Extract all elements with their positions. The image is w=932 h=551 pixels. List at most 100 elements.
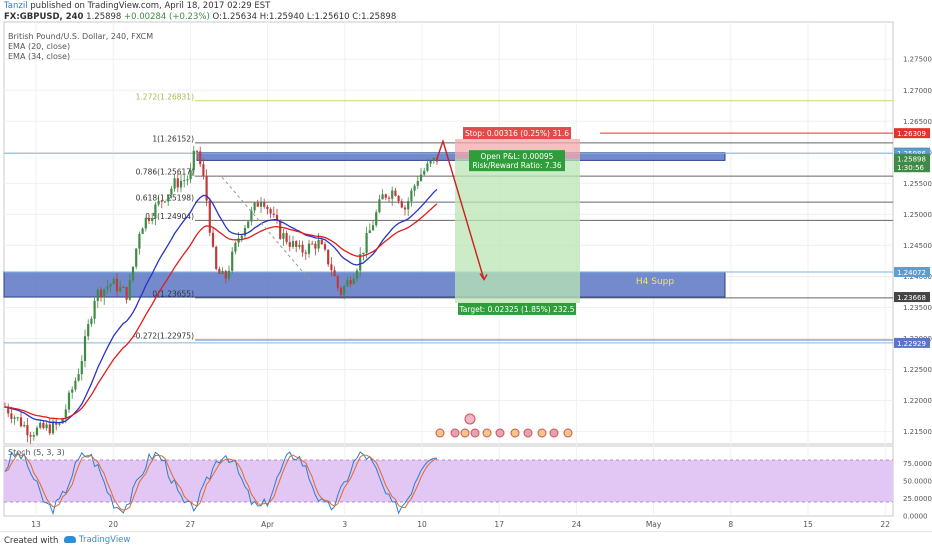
- price-axis-label-bg: [894, 162, 930, 173]
- candle-body: [240, 235, 243, 239]
- candle-body: [32, 435, 35, 437]
- x-tick-label: 3: [342, 520, 347, 529]
- tradingview-logo: TradingView: [58, 535, 130, 545]
- stop-label-text: Stop: 0.00316 (0.25%) 31.6: [465, 129, 569, 138]
- x-tick-label: 27: [186, 520, 196, 529]
- pnl-label-text: Open P&L: 0.00095: [481, 152, 554, 161]
- candle-body: [394, 190, 397, 196]
- pnl-label-box: [469, 150, 565, 172]
- candle-body: [355, 270, 359, 279]
- stoch-band-fill: [4, 460, 893, 502]
- author-link[interactable]: Tanzil: [4, 1, 28, 11]
- stoch-d-line: [4, 453, 438, 511]
- price-axis-label-bg: [894, 266, 930, 277]
- candle-body: [339, 287, 343, 295]
- candle-body: [154, 204, 157, 219]
- candle-body: [119, 286, 122, 292]
- candle-body: [16, 417, 19, 419]
- candle-body: [327, 249, 330, 265]
- y-tick-label: 1.26500: [903, 118, 932, 126]
- candle-body: [317, 239, 320, 249]
- candle-body: [67, 392, 71, 410]
- y-tick-label: 1.27500: [903, 56, 932, 64]
- candle-body: [243, 227, 247, 236]
- x-tick-label: 15: [803, 520, 813, 529]
- footer-bar: Created with TradingView: [0, 531, 932, 551]
- ema34-line: [4, 203, 438, 420]
- zone-label: H4 Supp: [636, 277, 674, 287]
- candle-body: [224, 271, 227, 279]
- economic-event-icon: [435, 428, 445, 438]
- candle-body: [435, 157, 439, 162]
- candle-body: [429, 161, 432, 164]
- candle-body: [170, 188, 173, 195]
- candle-body: [218, 268, 221, 274]
- low-value: L:1.25610: [306, 12, 350, 22]
- high-value: H:1.25940: [259, 12, 305, 22]
- candle-body: [163, 201, 167, 203]
- stoch-k-line: [4, 451, 438, 516]
- candle-body: [147, 217, 151, 221]
- candle-body: [330, 264, 333, 271]
- candle-body: [352, 278, 355, 284]
- economic-event-icon: [450, 428, 460, 438]
- published-text: published on TradingView.com, April 18, …: [30, 1, 271, 11]
- fib-level-label: 0(1.23655): [152, 289, 194, 298]
- candle-body: [71, 389, 74, 393]
- ohlc-line: FX:GBPUSD, 240 1.25898 +0.00284 (+0.23%)…: [4, 12, 396, 22]
- candle-body: [167, 194, 170, 202]
- x-tick-label: 20: [108, 520, 118, 529]
- economic-event-icon: [523, 428, 533, 438]
- candle-body: [7, 406, 10, 414]
- candle-body: [349, 279, 352, 284]
- price-axis-label: 1:30:56: [897, 164, 925, 172]
- fib-level-label: 0.786(1.25617): [136, 168, 194, 177]
- candle-body: [298, 244, 301, 247]
- candle-body: [122, 286, 125, 288]
- candle-body: [151, 218, 154, 221]
- x-tick-label: 13: [31, 520, 41, 529]
- price-axis-label-bg: [894, 292, 930, 303]
- candle-body: [189, 170, 192, 180]
- candle-body: [247, 221, 250, 228]
- chart-legend: British Pound/U.S. Dollar, 240, FXCM EMA…: [8, 32, 153, 62]
- price-pane: [3, 21, 894, 445]
- candle-body: [157, 200, 160, 205]
- candle-body: [23, 425, 26, 427]
- x-tick-label: Apr: [261, 520, 275, 529]
- candle-body: [387, 197, 391, 199]
- candle-body: [413, 185, 416, 191]
- price-change: +0.00284 (+0.23%): [124, 12, 210, 22]
- candle-body: [432, 157, 435, 162]
- fib-level-label: 1.272(1.26831): [136, 92, 194, 101]
- legend-ema34: EMA (34, close): [8, 52, 71, 61]
- candle-body: [227, 270, 231, 279]
- fib-level-label: -0.272(1.22975): [133, 332, 194, 341]
- stoch-y-tick: 0.0000: [903, 513, 928, 521]
- candle-body: [55, 421, 58, 425]
- candle-body: [183, 180, 186, 182]
- candle-body: [384, 194, 387, 198]
- candle-body: [416, 180, 419, 186]
- price-axis-label-bg: [894, 337, 930, 348]
- candle-body: [74, 380, 77, 390]
- candle-body: [336, 276, 339, 288]
- candle-body: [250, 210, 253, 222]
- economic-event-icon: [510, 428, 520, 438]
- candle-body: [39, 422, 42, 428]
- candle-body: [288, 242, 291, 247]
- candle-body: [176, 178, 179, 188]
- ema20-line: [4, 188, 438, 424]
- x-tick-label: 8: [728, 520, 733, 529]
- open-value: O:1.25634: [212, 12, 258, 22]
- candle-body: [237, 238, 240, 243]
- trend-dashed-line: [221, 176, 313, 283]
- candle-body: [48, 424, 51, 434]
- candle-body: [259, 202, 263, 207]
- candle-body: [263, 202, 266, 207]
- candle-body: [26, 425, 29, 436]
- candle-body: [231, 251, 234, 271]
- candle-body: [115, 278, 119, 292]
